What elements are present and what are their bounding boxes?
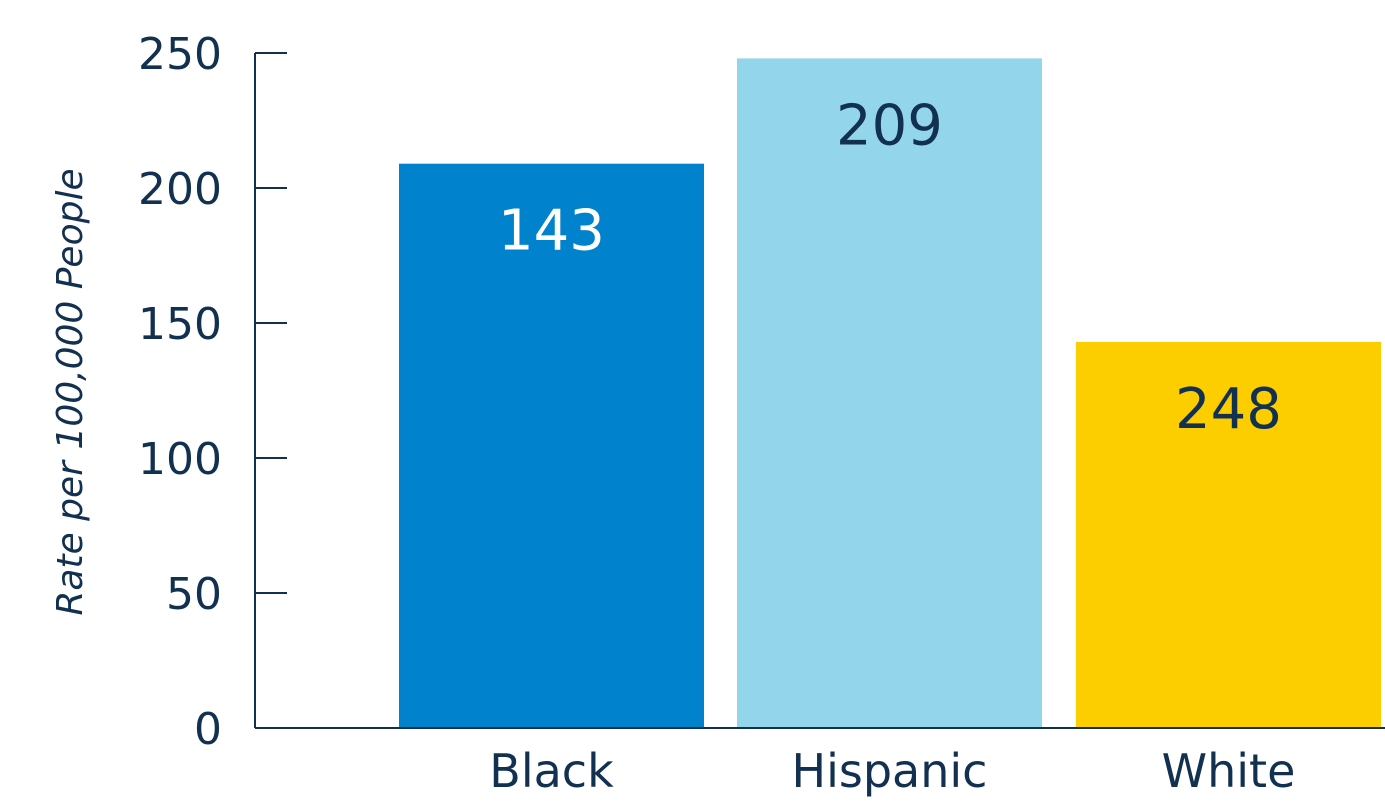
bar-black (399, 163, 704, 728)
bar-hispanic (737, 58, 1042, 728)
bar-value-label: 248 (1175, 377, 1282, 442)
y-tick-label: 0 (194, 704, 222, 755)
x-category-label: Black (489, 744, 614, 798)
bar-value-label: 209 (836, 93, 943, 158)
y-tick-label: 150 (138, 299, 222, 350)
y-axis-label: Rate per 100,000 People (50, 168, 91, 615)
y-tick-label: 250 (138, 29, 222, 80)
y-tick-label: 50 (166, 569, 222, 620)
y-axis-ticks: 0 50 100 150 200 250 (138, 29, 287, 755)
x-category-label: White (1162, 744, 1296, 798)
bars (399, 58, 1381, 728)
bar-value-label: 143 (498, 199, 605, 264)
bar-white (1076, 341, 1381, 728)
y-tick-label: 200 (138, 164, 222, 215)
y-tick-label: 100 (138, 434, 222, 485)
x-axis-category-labels: Black Hispanic White (489, 744, 1295, 798)
x-category-label: Hispanic (792, 744, 988, 798)
bar-value-labels: 143 209 248 (498, 93, 1282, 442)
